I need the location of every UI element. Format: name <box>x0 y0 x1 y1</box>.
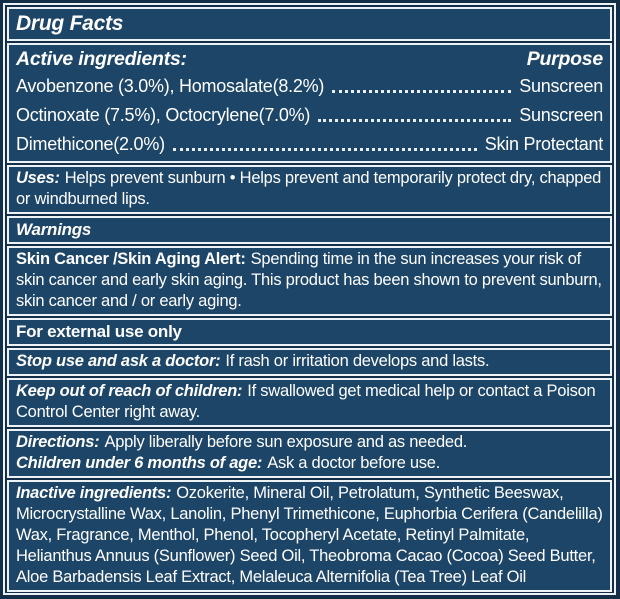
ingredient-row: Octinoxate (7.5%), Octocrylene(7.0%) Sun… <box>16 101 603 130</box>
ingredient-purpose: Sunscreen <box>519 105 603 125</box>
purpose-heading: Purpose <box>526 48 604 70</box>
directions-label: Directions: <box>16 433 100 451</box>
label-frame: Drug Facts Active ingredients: Purpose A… <box>3 3 616 595</box>
skin-cancer-alert-section: Skin Cancer /Skin Aging Alert: Spending t… <box>7 246 612 316</box>
children-under-6-text: Ask a doctor before use. <box>267 454 441 472</box>
children-under-6-line: Children under 6 months of age: Ask a doc… <box>16 453 603 474</box>
external-use-heading: For external use only <box>7 318 612 346</box>
ingredient-name: Avobenzone (3.0%), Homosalate(8.2%) <box>16 76 325 96</box>
dotted-leader <box>332 72 512 93</box>
keep-out-of-reach-section: Keep out of reach of children: If swallow… <box>7 378 612 427</box>
directions-text: Apply liberally before sun exposure and … <box>104 433 468 451</box>
active-ingredients-header: Active ingredients: Purpose <box>16 46 603 72</box>
uses-label: Uses: <box>16 169 60 187</box>
stop-use-section: Stop use and ask a doctor: If rash or irr… <box>7 348 612 376</box>
skin-cancer-alert-text: Spending time in the sun increases your … <box>16 250 602 310</box>
inactive-ingredients-label: Inactive ingredients: <box>16 484 172 502</box>
dotted-leader <box>318 101 512 122</box>
stop-use-text: If rash or irritation develops and lasts… <box>225 352 490 370</box>
active-ingredients-section: Active ingredients: Purpose Avobenzone (… <box>7 43 612 163</box>
active-ingredients-heading: Active ingredients: <box>16 48 187 70</box>
uses-section: Uses: Helps prevent sunburn • Helps preve… <box>7 165 612 214</box>
keep-out-label: Keep out of reach of children: <box>16 382 243 400</box>
keep-out-text: If swallowed get medical help or contact… <box>16 382 596 421</box>
uses-text: Helps prevent sunburn • Helps prevent an… <box>16 169 602 208</box>
directions-section: Directions: Apply liberally before sun ex… <box>7 429 612 478</box>
ingredient-row: Dimethicone(2.0%) Skin Protectant <box>16 130 603 159</box>
ingredient-purpose: Sunscreen <box>519 76 603 96</box>
questions-phone-line: QUESTIONS? 1-203-858-2663 <box>7 594 612 595</box>
inactive-ingredients-text: Ozokerite, Mineral Oil, Petrolatum, Synt… <box>16 484 603 586</box>
inactive-ingredients-section: Inactive ingredients: Ozokerite, Mineral … <box>7 480 612 592</box>
dotted-leader <box>172 130 477 151</box>
skin-cancer-alert-label: Skin Cancer /Skin Aging Alert: <box>16 250 246 268</box>
stop-use-label: Stop use and ask a doctor: <box>16 352 221 370</box>
ingredient-row: Avobenzone (3.0%), Homosalate(8.2%) Suns… <box>16 72 603 101</box>
warnings-heading: Warnings <box>7 216 612 244</box>
ingredient-name: Octinoxate (7.5%), Octocrylene(7.0%) <box>16 105 311 125</box>
ingredient-name: Dimethicone(2.0%) <box>16 134 165 154</box>
drug-facts-title: Drug Facts <box>7 7 612 41</box>
children-under-6-label: Children under 6 months of age: <box>16 454 263 472</box>
directions-line: Directions: Apply liberally before sun ex… <box>16 432 603 453</box>
ingredient-purpose: Skin Protectant <box>484 134 604 154</box>
